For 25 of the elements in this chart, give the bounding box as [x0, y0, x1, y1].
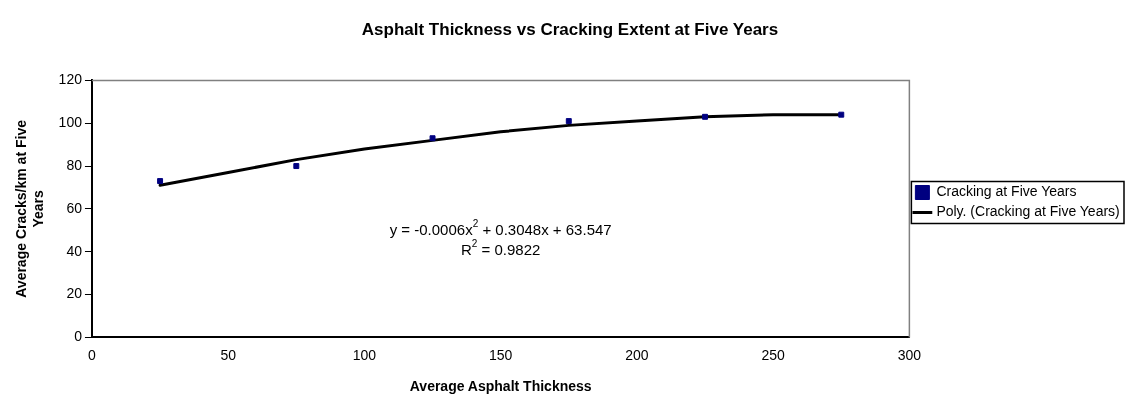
x-tick-label: 0 [88, 346, 97, 363]
y-tick-label: 0 [74, 328, 83, 345]
point [157, 178, 164, 185]
x-tick-label: 150 [488, 346, 513, 363]
y-tick-label: 80 [66, 156, 83, 173]
x-axis-title: Average Asphalt Thickness [409, 378, 592, 395]
x-tick-label: 200 [625, 346, 649, 363]
legend-label: Poly. (Cracking at Five Years) [936, 203, 1120, 220]
x-tick-label: 300 [897, 346, 922, 363]
x-tick-label: 250 [761, 346, 786, 363]
point [429, 135, 436, 142]
y-axis-title: Average Cracks/km at Five Years [13, 119, 47, 298]
x-tick-label: 100 [352, 346, 377, 363]
chart-title: Asphalt Thickness vs Cracking Extent at Five Years [361, 19, 779, 39]
y-tick-label: 120 [58, 71, 83, 88]
y-tick-label: 20 [66, 285, 83, 302]
point [838, 111, 845, 118]
point [702, 113, 708, 120]
point [565, 118, 572, 125]
legend-label: Cracking at Five Years [936, 183, 1077, 200]
x-tick-label: 50 [220, 346, 237, 363]
y-tick-label: 60 [66, 199, 83, 216]
point [293, 163, 300, 170]
y-tick-label: 40 [66, 242, 83, 259]
y-tick-label: 100 [58, 114, 83, 131]
